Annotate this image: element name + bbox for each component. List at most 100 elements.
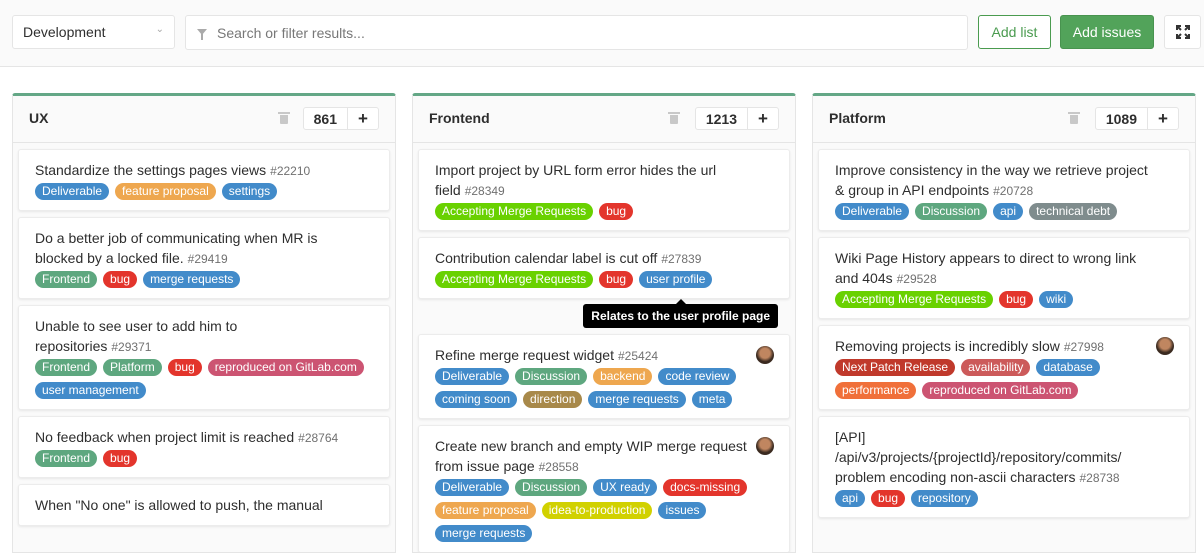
issue-title-text[interactable]: Contribution calendar label is cut off — [435, 250, 658, 266]
label-availability[interactable]: availability — [961, 359, 1031, 376]
issue-title-text[interactable]: Unable to see user to add him to reposit… — [35, 318, 238, 354]
issue-count-value: 861 — [304, 108, 348, 129]
add-issue-button[interactable]: + — [358, 109, 368, 128]
add-issue-button[interactable]: + — [758, 109, 768, 128]
issue-ref: #29371 — [111, 340, 152, 354]
issue-title: Create new branch and empty WIP merge re… — [435, 436, 774, 477]
label-bug[interactable]: bug — [167, 359, 202, 376]
issue-ref: #25424 — [618, 349, 659, 363]
label-accepting-merge-requests[interactable]: Accepting Merge Requests — [435, 271, 594, 288]
label-repository[interactable]: repository — [911, 490, 978, 507]
label-idea-to-production[interactable]: idea-to-production — [541, 502, 653, 519]
label-api[interactable]: api — [993, 203, 1024, 220]
label-ux-ready[interactable]: UX ready — [593, 479, 658, 496]
issue-title-text[interactable]: When "No one" is allowed to push, the ma… — [35, 497, 323, 513]
label-bug[interactable]: bug — [103, 450, 138, 467]
label-performance[interactable]: performance — [835, 382, 917, 399]
issue-title-text[interactable]: Refine merge request widget — [435, 347, 614, 363]
label-docs-missing[interactable]: docs-missing — [663, 479, 748, 496]
label-coming-soon[interactable]: coming soon — [435, 391, 518, 408]
issue-title-text[interactable]: Create new branch and empty WIP merge re… — [435, 438, 747, 474]
label-database[interactable]: database — [1036, 359, 1100, 376]
label-bug[interactable]: bug — [871, 490, 906, 507]
label-accepting-merge-requests[interactable]: Accepting Merge Requests — [835, 291, 994, 308]
issue-title: When "No one" is allowed to push, the ma… — [35, 495, 374, 515]
avatar[interactable] — [756, 346, 774, 364]
list-header: Frontend 1213 + — [413, 96, 795, 143]
issue-title: Wiki Page History appears to direct to w… — [835, 248, 1174, 289]
label-merge-requests[interactable]: merge requests — [143, 271, 241, 288]
trash-icon[interactable] — [278, 112, 290, 124]
add-list-button[interactable]: Add list — [978, 15, 1051, 49]
issue-card[interactable]: Unable to see user to add him to reposit… — [18, 305, 390, 410]
issue-card[interactable]: Do a better job of communicating when MR… — [18, 217, 390, 299]
issue-title-text[interactable]: No feedback when project limit is reache… — [35, 429, 295, 445]
add-issues-button[interactable]: Add issues — [1060, 15, 1154, 49]
label-reproduced-on-gitlab-com[interactable]: reproduced on GitLab.com — [922, 382, 1079, 399]
avatar[interactable] — [756, 437, 774, 455]
label-feature-proposal[interactable]: feature proposal — [435, 502, 536, 519]
label-frontend[interactable]: Frontend — [35, 271, 98, 288]
issue-card[interactable]: Improve consistency in the way we retrie… — [818, 149, 1190, 231]
issue-card[interactable]: [API] /api/v3/projects/{projectId}/repos… — [818, 416, 1190, 518]
issue-ref: #28738 — [1079, 471, 1120, 485]
label-code-review[interactable]: code review — [658, 368, 737, 385]
tooltip-text: Relates to the user profile page — [591, 309, 771, 323]
label-backend[interactable]: backend — [593, 368, 653, 385]
issue-card[interactable]: Removing projects is incredibly slow #279… — [818, 325, 1190, 410]
label-platform[interactable]: Platform — [103, 359, 162, 376]
label-wiki[interactable]: wiki — [1039, 291, 1074, 308]
avatar[interactable] — [1156, 337, 1174, 355]
label-frontend[interactable]: Frontend — [35, 359, 98, 376]
label-user-profile[interactable]: user profile — [639, 271, 713, 288]
trash-icon[interactable] — [668, 112, 680, 124]
label-api[interactable]: api — [835, 490, 866, 507]
issue-card[interactable]: Standardize the settings pages views #222… — [18, 149, 390, 211]
issue-title-text[interactable]: Standardize the settings pages views — [35, 162, 267, 178]
add-issue-button[interactable]: + — [1158, 109, 1168, 128]
board-toolbar: Development ⌄ Search or filter results..… — [0, 0, 1204, 67]
label-bug[interactable]: bug — [599, 271, 634, 288]
label-bug[interactable]: bug — [599, 203, 634, 220]
label-deliverable[interactable]: Deliverable — [835, 203, 910, 220]
label-discussion[interactable]: Discussion — [515, 479, 588, 496]
label-frontend[interactable]: Frontend — [35, 450, 98, 467]
issue-title-text[interactable]: Wiki Page History appears to direct to w… — [835, 250, 1137, 286]
issue-card[interactable]: When "No one" is allowed to push, the ma… — [18, 484, 390, 526]
label-settings[interactable]: settings — [221, 183, 278, 200]
label-accepting-merge-requests[interactable]: Accepting Merge Requests — [435, 203, 594, 220]
label-bug[interactable]: bug — [103, 271, 138, 288]
label-merge-requests[interactable]: merge requests — [435, 525, 533, 542]
label-deliverable[interactable]: Deliverable — [435, 368, 510, 385]
label-deliverable[interactable]: Deliverable — [35, 183, 110, 200]
label-discussion[interactable]: Discussion — [515, 368, 588, 385]
list-title: Frontend — [429, 110, 490, 126]
label-discussion[interactable]: Discussion — [915, 203, 988, 220]
label-user-management[interactable]: user management — [35, 382, 146, 399]
board-selector[interactable]: Development ⌄ — [12, 15, 175, 49]
issue-title-text[interactable]: Do a better job of communicating when MR… — [35, 230, 318, 266]
issue-card[interactable]: Import project by URL form error hides t… — [418, 149, 790, 231]
label-reproduced-on-gitlab-com[interactable]: reproduced on GitLab.com — [207, 359, 364, 376]
trash-icon[interactable] — [1068, 112, 1080, 124]
issue-card[interactable]: Wiki Page History appears to direct to w… — [818, 237, 1190, 319]
issue-card[interactable]: Refine merge request widget #25424 Deliver… — [418, 334, 790, 419]
label-deliverable[interactable]: Deliverable — [435, 479, 510, 496]
label-merge-requests[interactable]: merge requests — [588, 391, 686, 408]
label-issues[interactable]: issues — [658, 502, 707, 519]
issue-card[interactable]: No feedback when project limit is reache… — [18, 416, 390, 478]
expand-icon[interactable] — [1164, 15, 1201, 49]
label-direction[interactable]: direction — [523, 391, 583, 408]
label-feature-proposal[interactable]: feature proposal — [115, 183, 216, 200]
issue-card[interactable]: Contribution calendar label is cut off #2… — [418, 237, 790, 299]
issue-title-text[interactable]: [API] /api/v3/projects/{projectId}/repos… — [835, 429, 1122, 485]
issue-card[interactable]: Create new branch and empty WIP merge re… — [418, 425, 790, 552]
label-technical-debt[interactable]: technical debt — [1029, 203, 1118, 220]
label-meta[interactable]: meta — [691, 391, 733, 408]
search-input[interactable]: Search or filter results... — [185, 15, 968, 50]
label-next-patch-release[interactable]: Next Patch Release — [835, 359, 956, 376]
issue-title-text[interactable]: Removing projects is incredibly slow — [835, 338, 1060, 354]
issue-title-text[interactable]: Import project by URL form error hides t… — [435, 162, 717, 198]
issue-title-text[interactable]: Improve consistency in the way we retrie… — [835, 162, 1148, 198]
label-bug[interactable]: bug — [999, 291, 1034, 308]
